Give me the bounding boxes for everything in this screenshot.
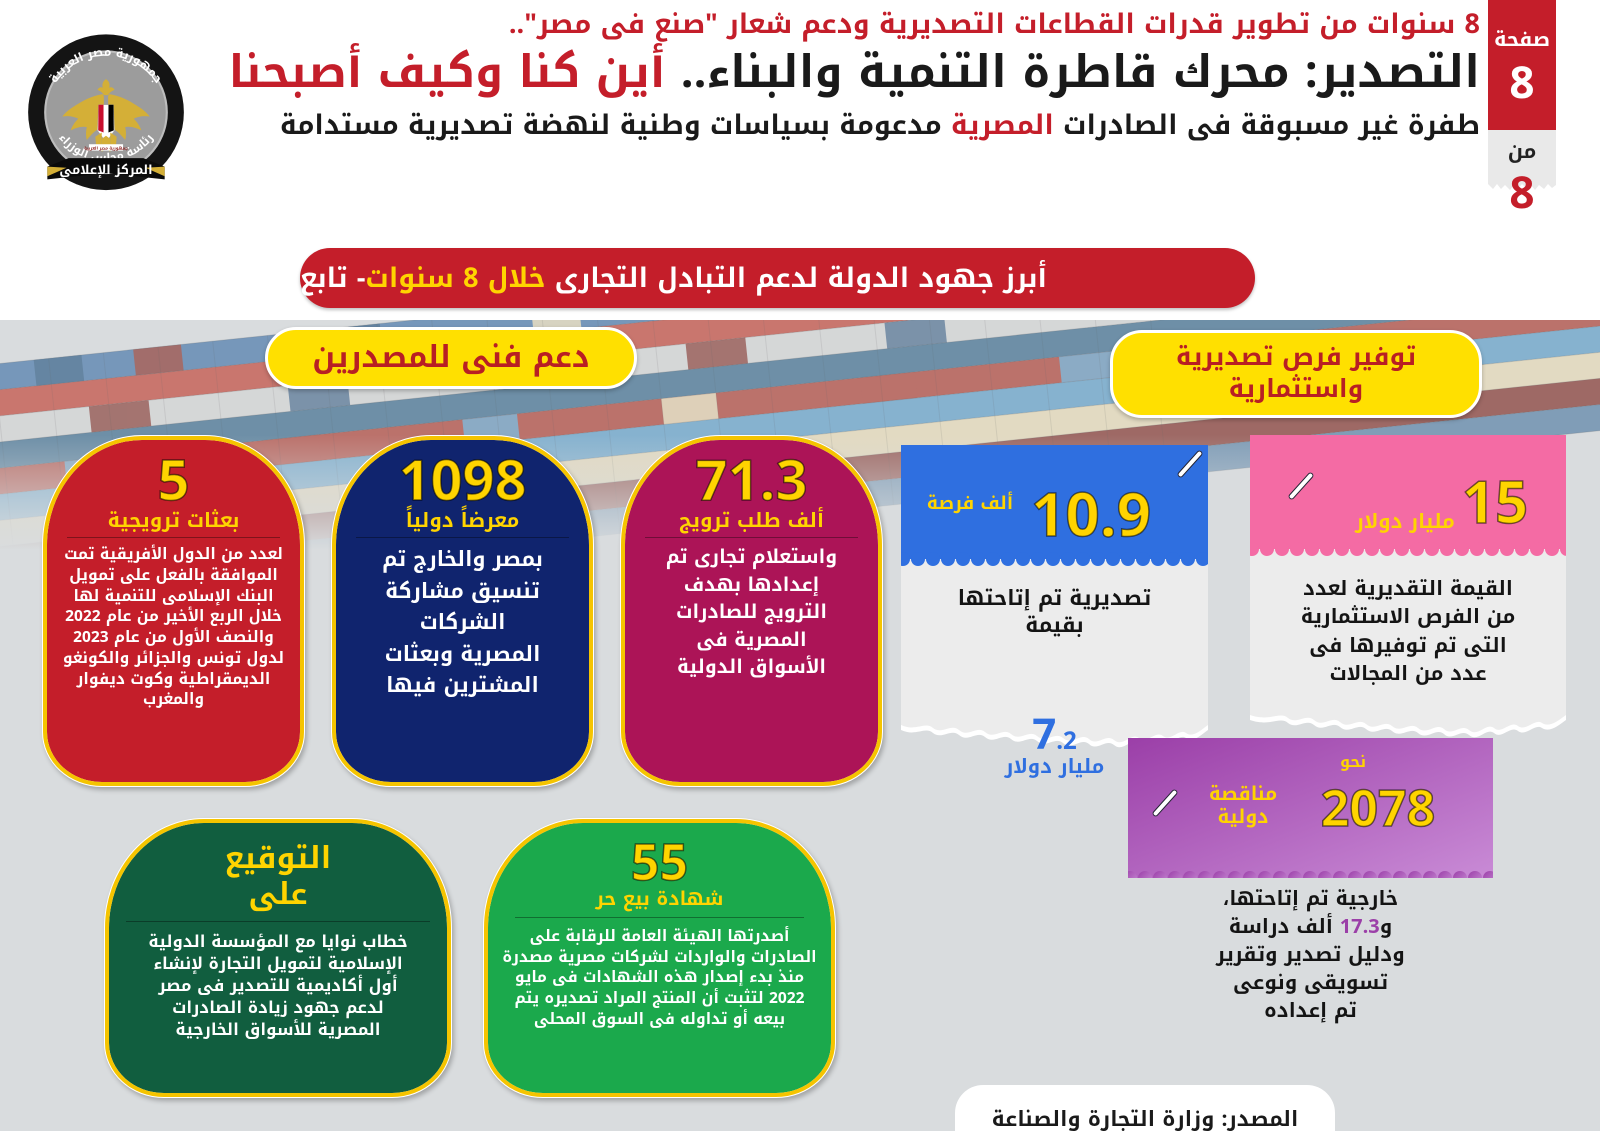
svg-text:المركز الإعلامى: المركز الإعلامى <box>59 158 152 182</box>
svg-text:جمهورية مصر العربية: جمهورية مصر العربية <box>84 145 128 153</box>
svg-text:8: 8 <box>1509 43 1534 126</box>
svg-text:8: 8 <box>1509 153 1534 220</box>
